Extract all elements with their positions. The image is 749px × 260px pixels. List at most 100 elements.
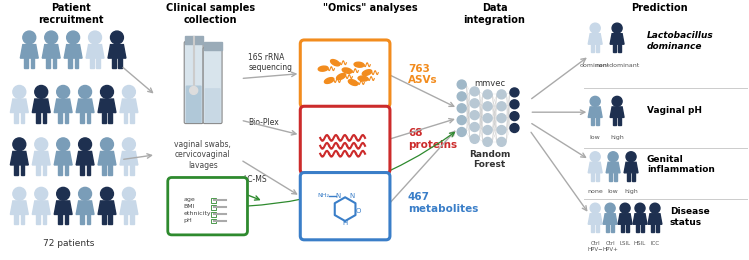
Bar <box>87 214 90 224</box>
Bar <box>591 44 594 52</box>
Circle shape <box>34 138 48 151</box>
Ellipse shape <box>348 80 358 86</box>
Bar <box>14 113 18 122</box>
Circle shape <box>470 122 479 132</box>
Circle shape <box>57 138 70 151</box>
Text: Clinical samples
collection: Clinical samples collection <box>166 3 255 25</box>
Circle shape <box>100 187 113 200</box>
Circle shape <box>483 138 492 146</box>
Bar <box>591 118 594 125</box>
Polygon shape <box>64 45 82 58</box>
Text: Random
Forest: Random Forest <box>469 150 510 169</box>
Circle shape <box>122 138 136 151</box>
Bar <box>591 224 594 232</box>
Bar <box>210 198 216 203</box>
Polygon shape <box>648 214 662 224</box>
Bar <box>102 214 106 224</box>
Circle shape <box>45 31 58 44</box>
Circle shape <box>13 86 25 98</box>
Text: 72 patients: 72 patients <box>43 239 95 248</box>
Bar <box>68 58 72 68</box>
Circle shape <box>111 31 124 44</box>
Polygon shape <box>588 34 602 44</box>
Bar <box>596 118 599 125</box>
Text: "Omics" analyses: "Omics" analyses <box>323 3 417 13</box>
Circle shape <box>483 114 492 122</box>
Bar <box>102 165 106 175</box>
Bar <box>43 165 46 175</box>
Ellipse shape <box>354 62 364 67</box>
Bar <box>21 165 25 175</box>
Text: ethnicity: ethnicity <box>184 211 211 216</box>
Polygon shape <box>588 162 602 173</box>
Circle shape <box>510 100 519 109</box>
Text: Patient
recruitment: Patient recruitment <box>38 3 104 25</box>
Bar <box>591 173 594 181</box>
Circle shape <box>635 203 645 213</box>
Bar <box>210 205 216 210</box>
Polygon shape <box>603 214 617 224</box>
Bar <box>596 224 599 232</box>
Circle shape <box>650 203 660 213</box>
Circle shape <box>57 187 70 200</box>
Text: Immuno-
proteome: Immuno- proteome <box>318 113 372 135</box>
Polygon shape <box>76 151 94 165</box>
Circle shape <box>470 134 479 143</box>
Bar <box>75 58 78 68</box>
Polygon shape <box>32 151 50 165</box>
Circle shape <box>497 102 506 111</box>
Text: high: high <box>610 135 624 140</box>
Text: ICC: ICC <box>650 241 660 246</box>
Ellipse shape <box>342 68 352 73</box>
Polygon shape <box>32 99 50 113</box>
Polygon shape <box>610 107 624 118</box>
Circle shape <box>13 187 25 200</box>
Polygon shape <box>120 151 138 165</box>
Polygon shape <box>54 201 72 214</box>
Text: Lactobacillus
dominance: Lactobacillus dominance <box>647 31 714 51</box>
Bar <box>43 113 46 122</box>
Text: high: high <box>624 189 638 194</box>
Text: none: none <box>587 189 603 194</box>
Polygon shape <box>10 99 28 113</box>
Text: Vaginal pH: Vaginal pH <box>647 106 702 115</box>
Bar <box>210 212 216 217</box>
Circle shape <box>13 138 25 151</box>
Bar <box>613 44 616 52</box>
Polygon shape <box>633 214 647 224</box>
Circle shape <box>122 187 136 200</box>
Bar <box>109 113 112 122</box>
Text: N: N <box>336 193 341 199</box>
Bar <box>58 165 61 175</box>
Bar <box>80 113 84 122</box>
Bar <box>124 165 127 175</box>
Circle shape <box>483 102 492 111</box>
Polygon shape <box>98 99 116 113</box>
Ellipse shape <box>324 78 334 83</box>
Circle shape <box>88 31 102 44</box>
Text: Disease
status: Disease status <box>670 207 709 227</box>
Bar <box>36 214 40 224</box>
Bar <box>87 165 90 175</box>
Circle shape <box>79 138 91 151</box>
Bar <box>210 219 216 224</box>
Bar <box>64 113 68 122</box>
Text: 467
metabolites: 467 metabolites <box>408 192 479 214</box>
Polygon shape <box>588 107 602 118</box>
Circle shape <box>470 87 479 96</box>
Text: mmvec: mmvec <box>474 80 505 88</box>
Bar <box>627 173 630 181</box>
Text: N: N <box>350 193 355 199</box>
Text: 763
ASVs: 763 ASVs <box>408 64 437 85</box>
Polygon shape <box>42 45 60 58</box>
Text: Ctrl
HPV−: Ctrl HPV− <box>587 241 603 252</box>
Circle shape <box>457 80 466 89</box>
Ellipse shape <box>318 66 328 71</box>
Circle shape <box>590 23 600 33</box>
FancyBboxPatch shape <box>203 47 222 124</box>
Polygon shape <box>120 201 138 214</box>
Bar <box>109 165 112 175</box>
Circle shape <box>497 126 506 134</box>
Text: H: H <box>342 220 348 226</box>
Bar <box>90 58 94 68</box>
